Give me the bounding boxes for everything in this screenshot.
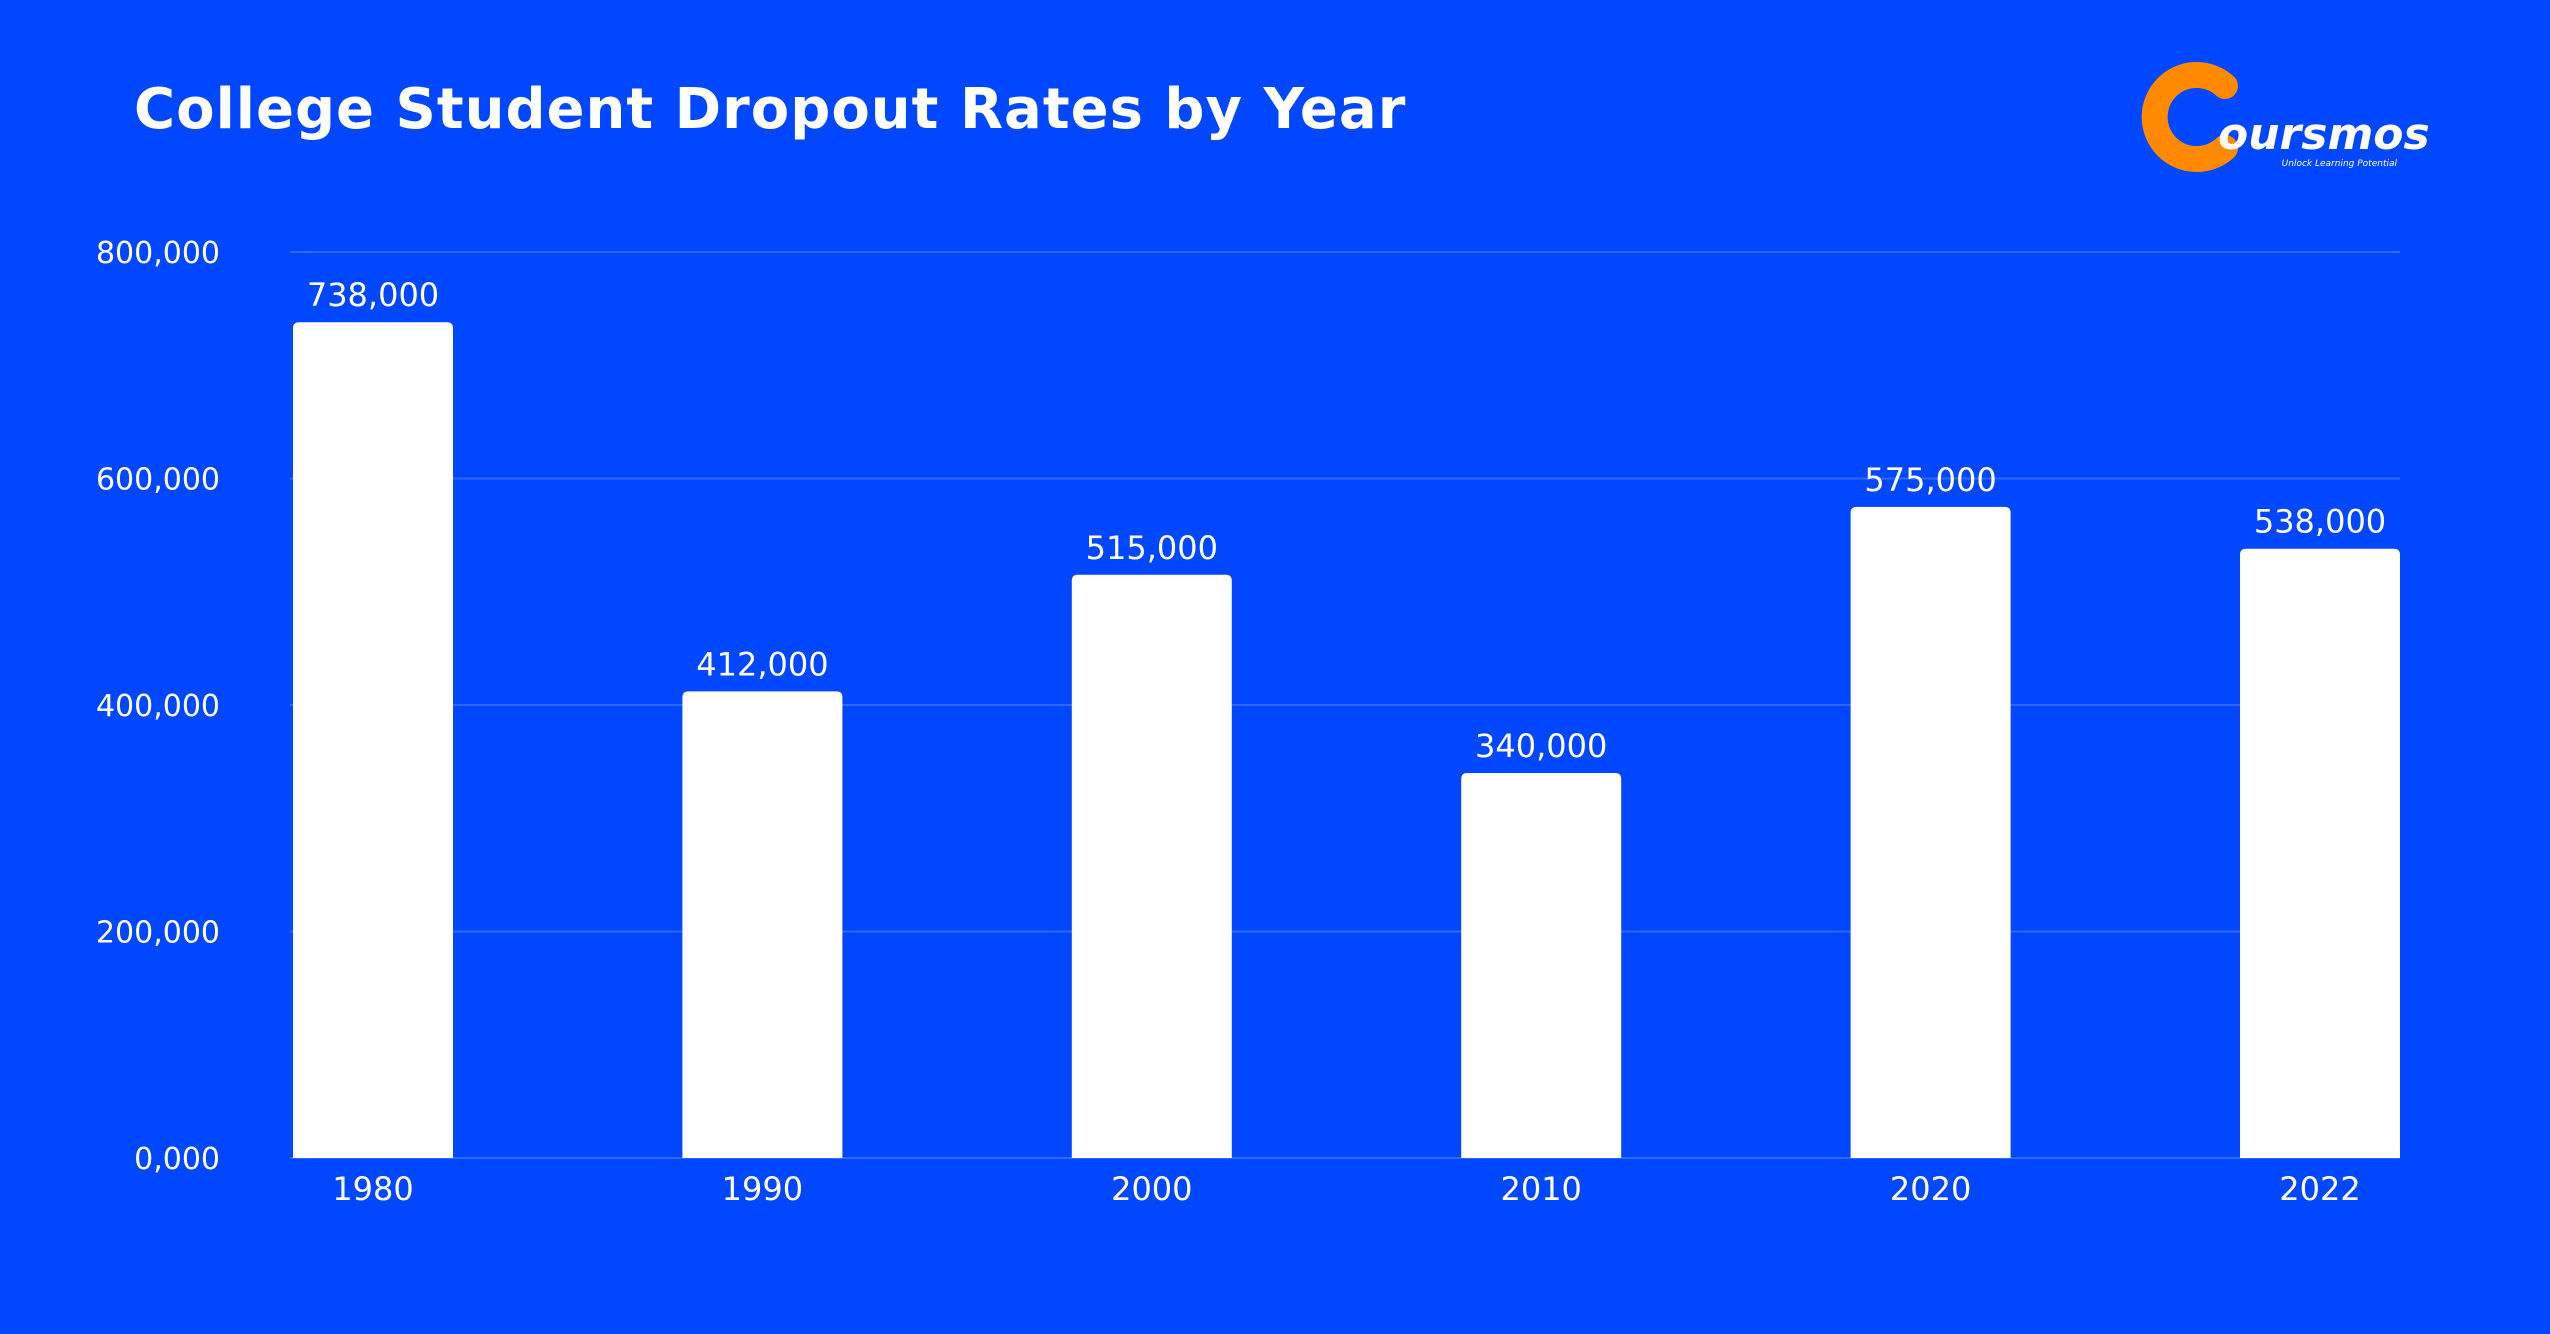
bar-2022 [2240,548,2400,1158]
y-tick-label: 400,000 [96,689,220,724]
x-axis: 1980 1990 2000 2010 2020 2022 [332,1170,2360,1208]
y-tick-label: 600,000 [96,463,220,498]
data-label-1990: 412,000 [696,645,828,683]
x-tick-label-1990: 1990 [722,1170,803,1208]
data-label-1980: 738,000 [307,276,439,314]
chart-title: College Student Dropout Rates by Year [134,77,1407,142]
y-tick-label: 200,000 [96,916,220,951]
x-tick-label-2020: 2020 [1890,1170,1971,1208]
data-labels: 738,000 412,000 515,000 340,000 575,000 538,0… [307,276,2386,765]
bar-2000 [1071,574,1232,1158]
gridlines [290,251,2400,1159]
orange-c-logo-icon [2141,62,2238,172]
data-label-2020: 575,000 [1864,461,1996,499]
bar-2020 [1850,506,2011,1158]
y-tick-label: 800,000 [96,236,220,271]
x-tick-label-2000: 2000 [1111,1170,1192,1208]
logo-tagline: Unlock Learning Potential [2282,159,2398,169]
x-tick-label-2010: 2010 [1500,1170,1581,1208]
y-tick-label: 0,000 [134,1142,220,1177]
bar-1980 [293,322,453,1159]
logo-brand-text: oursmos [2218,109,2430,160]
coursmos-logo: oursmos Unlock Learning Potential [2141,62,2430,172]
x-tick-label-1980: 1980 [332,1170,413,1208]
data-label-2000: 515,000 [1086,529,1218,567]
bar-2010 [1461,772,1622,1158]
bar-1990 [682,691,843,1158]
x-tick-label-2022: 2022 [2279,1170,2360,1208]
y-axis: 0,000 200,000 400,000 600,000 800,000 [96,236,220,1177]
data-label-2022: 538,000 [2254,503,2386,541]
data-label-2010: 340,000 [1475,727,1607,765]
bars [293,322,2400,1159]
